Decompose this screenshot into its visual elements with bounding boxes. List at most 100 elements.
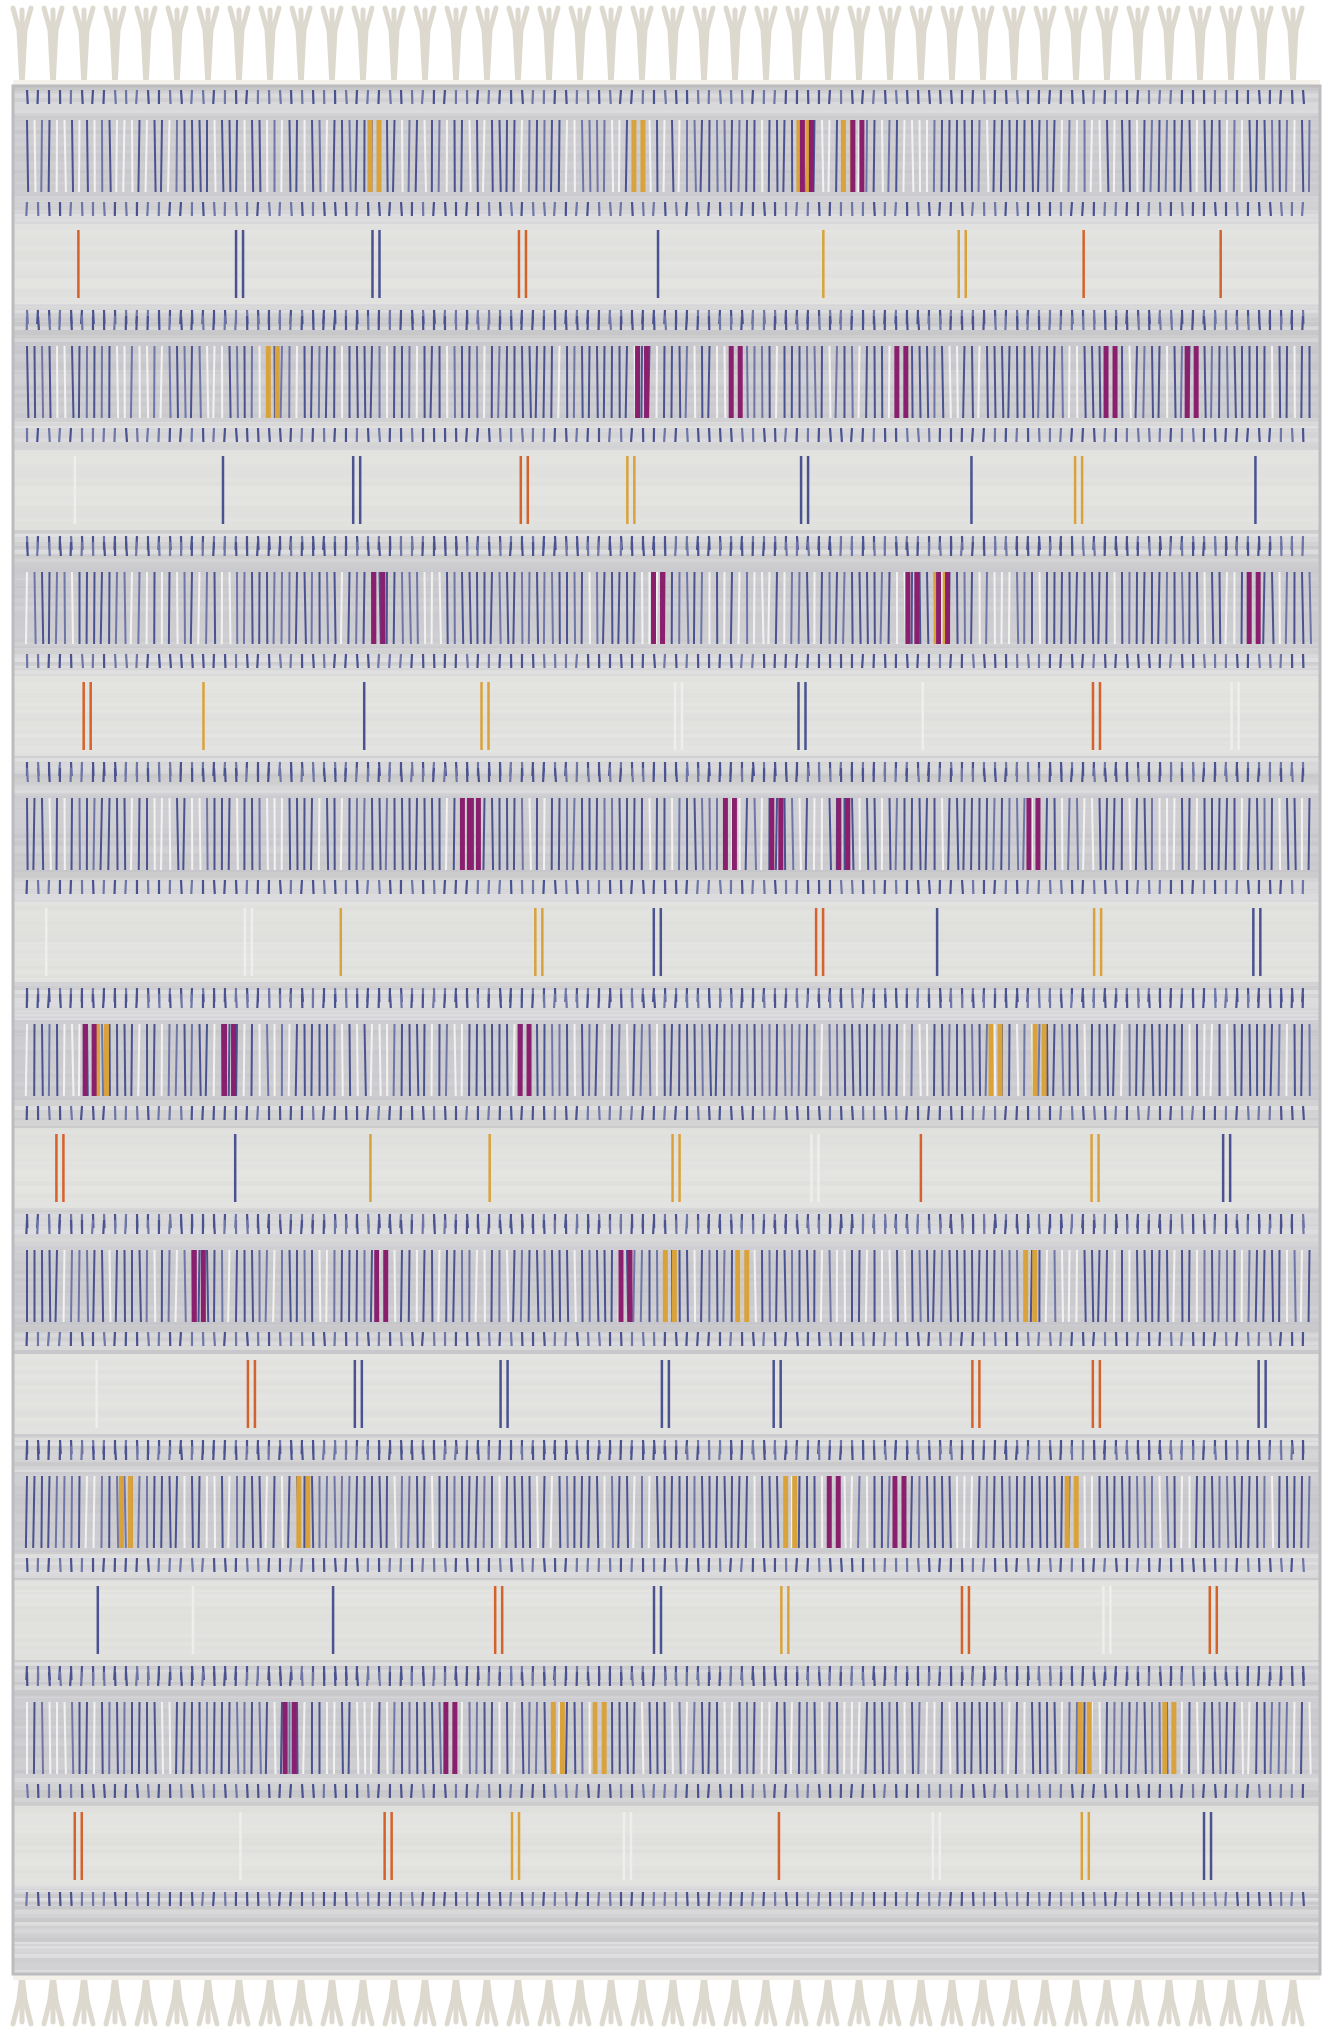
tick-mark — [36, 541, 40, 557]
texture-stripe — [13, 1330, 1320, 1333]
tick-mark — [685, 1445, 689, 1461]
dense-line — [1016, 1023, 1020, 1097]
tick-mark — [410, 993, 414, 1009]
dense-line — [1226, 345, 1229, 419]
tick-mark — [982, 1671, 986, 1687]
texture-stripe — [13, 94, 1320, 98]
texture-stripe — [13, 1578, 1320, 1581]
accent-bar — [1077, 1702, 1083, 1774]
tick-mark — [278, 767, 282, 783]
dense-line — [581, 119, 585, 193]
tick-mark — [135, 1557, 139, 1573]
dense-line — [114, 1249, 118, 1323]
accent-bar — [1112, 346, 1118, 418]
dense-line — [294, 1023, 298, 1097]
dense-line — [797, 571, 801, 645]
dense-line — [1142, 571, 1146, 645]
tick-mark — [1081, 1105, 1085, 1121]
texture-stripe — [13, 318, 1320, 322]
fringe-bottom-binding — [13, 1972, 1320, 1980]
dense-line — [153, 1249, 157, 1323]
tick-mark — [168, 1219, 172, 1235]
tick-mark — [102, 201, 106, 217]
fringe-tassel — [134, 5, 158, 89]
dense-line — [527, 119, 531, 193]
texture-stripe — [13, 558, 1320, 561]
dense-line — [1218, 571, 1222, 645]
dense-line — [1172, 1249, 1176, 1323]
dense-line — [971, 1249, 974, 1323]
tick-mark — [278, 879, 282, 895]
tick-mark — [1256, 1671, 1261, 1687]
accent-bar — [94, 1024, 100, 1096]
tick-mark — [575, 315, 579, 331]
tick-mark — [377, 1219, 381, 1235]
tick-mark — [674, 1331, 678, 1347]
dense-line — [1217, 1249, 1221, 1323]
accent-bar — [1023, 1250, 1029, 1322]
fringe-tassel — [971, 5, 995, 89]
tick-mark — [608, 993, 612, 1009]
tick-mark — [1169, 1445, 1173, 1461]
dense-line — [280, 119, 283, 193]
tick-mark — [839, 1219, 843, 1235]
tick-mark — [267, 1671, 271, 1687]
dense-line — [317, 345, 321, 419]
tick-mark — [564, 541, 568, 557]
dense-line — [588, 119, 592, 193]
dense-line — [47, 1023, 51, 1097]
tick-mark — [1290, 1891, 1294, 1907]
tick-mark — [245, 89, 249, 105]
tick-mark — [662, 427, 667, 443]
dense-line — [26, 797, 29, 871]
tick-mark — [388, 1557, 392, 1573]
dense-line — [1136, 1475, 1140, 1549]
dense-line — [671, 119, 675, 193]
tick-mark — [1026, 1331, 1030, 1347]
tick-mark — [47, 201, 51, 217]
tick-mark — [971, 89, 975, 105]
tick-mark — [740, 201, 744, 217]
tick-mark — [1114, 993, 1118, 1009]
dense-line — [407, 1475, 411, 1549]
tick-mark — [1158, 89, 1162, 105]
tick-mark — [1191, 315, 1195, 331]
tick-mark — [751, 1671, 755, 1687]
tick-mark — [1169, 315, 1174, 331]
dense-line — [85, 1701, 88, 1775]
accent-bar — [845, 798, 851, 870]
tick-mark — [1213, 541, 1217, 557]
dense-line — [167, 1023, 171, 1097]
dense-line — [62, 1475, 66, 1549]
light-band — [13, 1806, 1320, 1886]
rug-border — [11, 84, 1322, 1976]
tick-mark — [289, 1557, 293, 1573]
tick-mark — [828, 767, 832, 783]
tick-mark — [1257, 1105, 1261, 1121]
dense-line — [348, 1023, 352, 1097]
dense-line — [506, 1023, 509, 1097]
accent-bar — [550, 1702, 556, 1774]
tick-mark — [1092, 1671, 1097, 1687]
dense-line — [266, 797, 269, 871]
tick-mark — [949, 653, 953, 669]
dense-line — [783, 1023, 787, 1097]
accent-bar — [517, 1024, 523, 1096]
dense-line — [474, 1475, 478, 1549]
dense-line — [129, 571, 133, 645]
dense-line — [258, 1475, 262, 1549]
dense-line — [918, 1249, 922, 1323]
dense-line — [310, 345, 313, 419]
dense-line — [1091, 345, 1095, 419]
tick-mark — [1169, 993, 1173, 1009]
dense-line — [581, 1023, 584, 1097]
dense-line — [460, 119, 463, 193]
tick-mark — [58, 1671, 62, 1687]
tick-mark — [674, 653, 678, 669]
texture-stripe — [13, 786, 1320, 790]
tick-mark — [376, 1783, 381, 1799]
tick-mark — [762, 1331, 766, 1347]
dense-line — [714, 1023, 718, 1097]
tick-mark — [487, 1105, 491, 1121]
dense-line — [1106, 119, 1110, 193]
